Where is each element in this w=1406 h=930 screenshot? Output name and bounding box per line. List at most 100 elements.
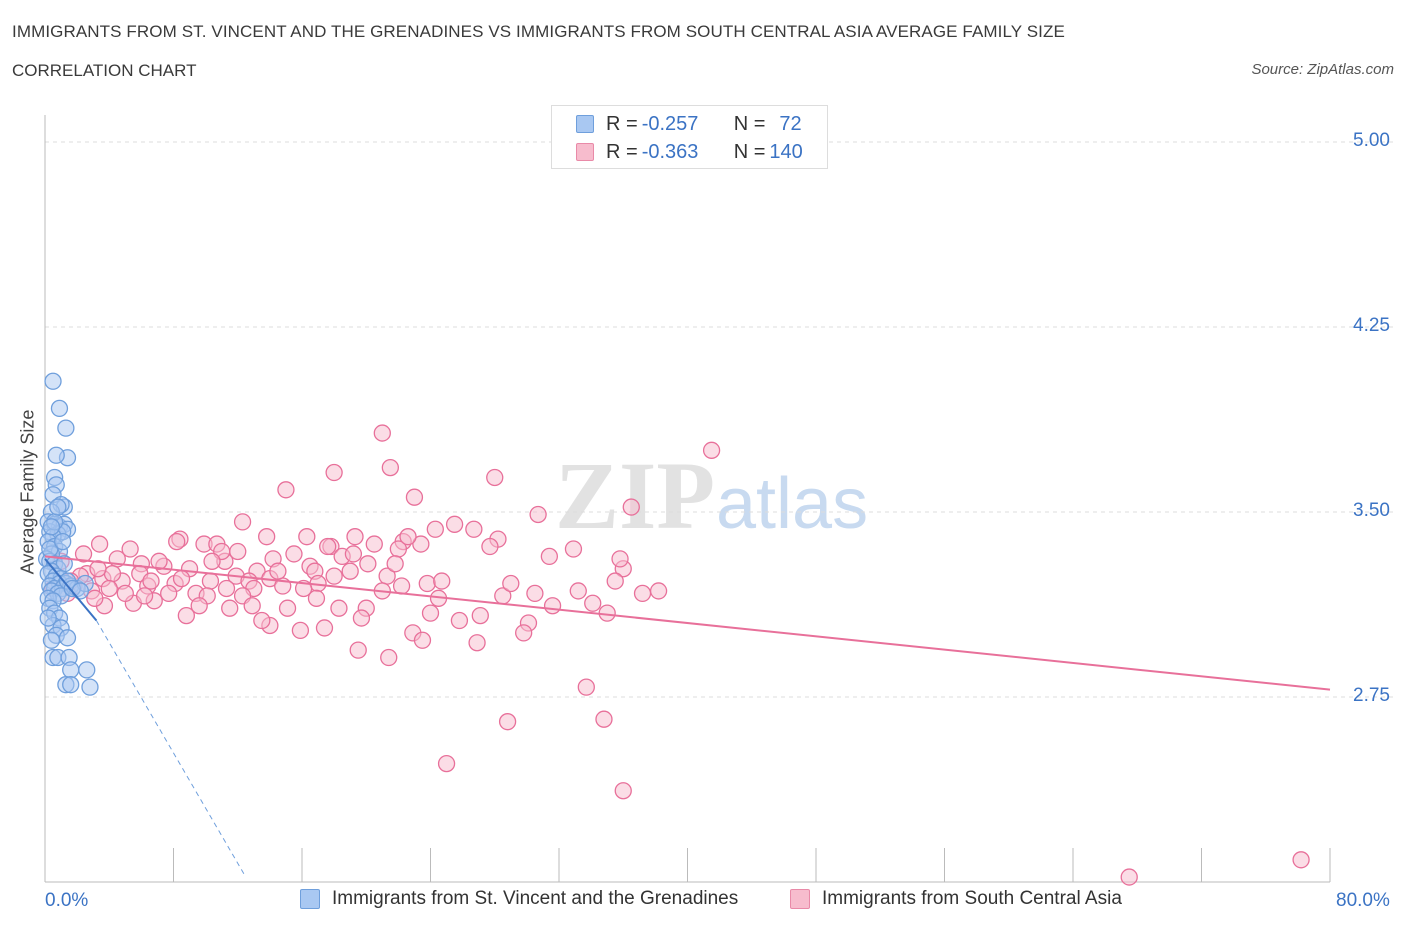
data-point (352, 609, 371, 627)
data-point (100, 579, 118, 598)
bottom-legend-south-central-asia: Immigrants from South Central Asia (790, 888, 1122, 910)
data-point (277, 481, 295, 499)
data-point (258, 528, 276, 546)
data-point (380, 648, 398, 667)
legend-n-label: N = (733, 140, 766, 163)
data-point (649, 582, 668, 600)
data-point (278, 599, 297, 617)
legend-r-label: R = (606, 140, 638, 163)
data-points (37, 372, 1310, 886)
data-point (702, 441, 721, 459)
data-point (62, 661, 80, 679)
data-point (330, 599, 348, 617)
data-point (543, 597, 562, 615)
legend-swatch-vincent (576, 115, 594, 133)
data-point (344, 545, 363, 563)
data-point (71, 582, 89, 600)
data-point (584, 594, 602, 612)
data-point (468, 634, 486, 652)
data-point (392, 577, 411, 595)
chart-title: IMMIGRANTS FROM ST. VINCENT AND THE GREN… (12, 22, 1065, 41)
data-point (502, 574, 520, 593)
data-point (233, 513, 252, 531)
trend-line-south-central-asia (44, 555, 1331, 691)
data-point (426, 520, 444, 538)
data-point (39, 609, 57, 627)
source-label: Source: ZipAtlas.com (1251, 61, 1394, 78)
data-point (413, 631, 432, 649)
data-point (116, 584, 134, 603)
data-point (54, 532, 72, 551)
legend-r-value: -0.363 (641, 140, 699, 163)
data-point (611, 550, 629, 568)
data-point (437, 754, 456, 773)
data-point (399, 528, 417, 546)
y-tick-label: 5.00 (1353, 130, 1390, 151)
data-point (606, 572, 624, 590)
data-point (614, 782, 632, 800)
data-point (564, 540, 583, 558)
data-point (42, 518, 61, 536)
y-axis-label: Average Family Size (17, 409, 38, 575)
data-point (298, 528, 316, 546)
trend-line-vincent-extension (95, 620, 247, 878)
x-tick-label-min: 0.0% (45, 890, 89, 911)
data-point (386, 555, 404, 573)
data-point (307, 589, 326, 607)
data-point (412, 535, 430, 553)
watermark-atlas: atlas (716, 464, 868, 544)
data-point (515, 624, 533, 642)
data-point (540, 547, 559, 566)
data-point (622, 498, 640, 516)
y-tick-label: 4.25 (1353, 315, 1390, 336)
data-point (160, 584, 178, 603)
legend-n-value: 72 (779, 112, 802, 135)
data-point (217, 579, 236, 598)
data-point (450, 611, 469, 630)
data-point (341, 562, 359, 580)
trend-lines (44, 555, 1331, 878)
data-point (1292, 851, 1310, 869)
data-point (90, 535, 109, 553)
data-point (177, 606, 196, 625)
data-point (135, 587, 154, 605)
watermark-zip: ZIP (555, 442, 715, 549)
data-point (569, 582, 587, 600)
bottom-legend-swatch-vincent (300, 889, 320, 909)
data-point (49, 498, 67, 516)
data-point (58, 629, 77, 647)
data-point (285, 545, 303, 563)
data-point (86, 589, 104, 607)
data-point (433, 572, 451, 590)
chart-subtitle: CORRELATION CHART (12, 61, 197, 80)
data-point (577, 678, 595, 696)
data-point (150, 552, 168, 570)
data-point (172, 569, 191, 588)
data-point (81, 678, 99, 696)
data-point (418, 574, 436, 593)
data-point (325, 567, 343, 585)
legend-row-vincent: R = -0.257 N = 72 (576, 111, 802, 137)
data-point (498, 713, 517, 731)
watermark: ZIP atlas (555, 442, 868, 549)
data-point (89, 560, 107, 578)
correlation-legend: R = -0.257 N = 72 R = -0.363 N = 140 (551, 105, 828, 169)
data-point (529, 505, 547, 524)
data-point (481, 537, 499, 556)
data-point (373, 424, 391, 442)
data-point (421, 604, 440, 622)
data-point (42, 631, 61, 649)
legend-swatch-south-central-asia (576, 143, 594, 161)
data-point (346, 528, 364, 546)
data-point (142, 572, 160, 590)
legend-r-label: R = (606, 112, 638, 135)
data-point (44, 372, 62, 390)
data-point (121, 540, 139, 558)
data-point (471, 606, 489, 625)
data-point (201, 572, 220, 590)
data-point (465, 520, 483, 538)
data-point (203, 552, 221, 570)
data-point (526, 584, 544, 603)
y-tick-label: 2.75 (1353, 685, 1390, 706)
